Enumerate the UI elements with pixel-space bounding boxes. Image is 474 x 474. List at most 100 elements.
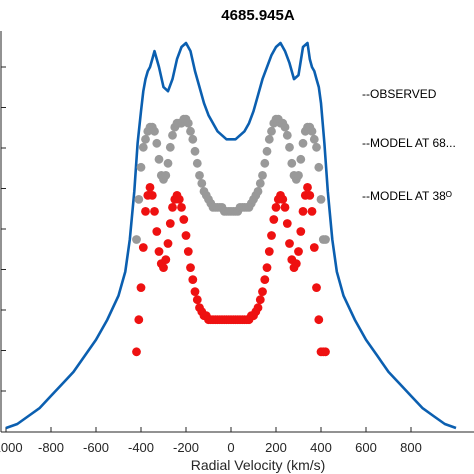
data-point	[278, 195, 288, 204]
data-point	[179, 215, 189, 224]
data-point	[161, 255, 171, 264]
data-point	[309, 243, 319, 252]
data-point	[152, 138, 162, 148]
x-tick-label: 0	[227, 440, 234, 455]
data-point	[161, 171, 171, 180]
x-tick-label: -800	[38, 440, 64, 455]
x-tick-label: 800	[400, 440, 422, 455]
data-point	[132, 235, 141, 244]
data-point	[262, 263, 272, 272]
series-annotation: --MODEL AT 68...	[362, 136, 456, 150]
data-point	[136, 162, 146, 172]
data-point	[312, 142, 321, 152]
data-point	[154, 154, 164, 164]
data-point	[186, 126, 195, 136]
data-point	[294, 171, 303, 180]
data-point	[264, 134, 274, 144]
data-point	[305, 191, 315, 200]
data-point	[316, 195, 326, 204]
data-point	[147, 191, 157, 200]
x-tick-label: -400	[128, 440, 154, 455]
data-point	[168, 130, 177, 140]
data-point	[136, 283, 146, 292]
data-point	[269, 215, 279, 224]
x-tick-label: 200	[265, 440, 287, 455]
data-point	[280, 203, 290, 212]
annotation-layer: --OBSERVED --MODEL AT 68... --MODEL AT 38ᴼ	[362, 87, 456, 203]
data-point	[138, 142, 148, 152]
x-tick-label: -200	[173, 440, 199, 455]
data-point	[134, 195, 144, 204]
data-point	[271, 203, 281, 212]
data-point	[150, 126, 159, 136]
data-point	[258, 287, 267, 296]
x-axis-ticks: -1000 -800 -600 -400 -200 0 200 400 600 800	[0, 427, 422, 455]
data-point	[163, 158, 173, 168]
series-markers	[132, 114, 330, 244]
series-line-observed	[5, 41, 457, 430]
data-point	[154, 247, 164, 256]
data-point	[321, 235, 330, 244]
data-point	[197, 179, 207, 188]
data-point	[159, 263, 168, 272]
data-point	[255, 295, 265, 305]
x-tick-label: 400	[310, 440, 332, 455]
data-point	[138, 243, 148, 252]
data-point	[186, 263, 195, 272]
data-point	[132, 347, 141, 357]
data-point	[188, 275, 198, 284]
data-point	[134, 315, 144, 325]
data-point	[190, 287, 200, 296]
x-tick-label: 600	[355, 440, 377, 455]
data-point	[291, 259, 301, 268]
data-point	[298, 207, 308, 216]
data-point	[280, 122, 290, 132]
data-point	[192, 295, 202, 305]
data-point	[296, 154, 306, 164]
data-point	[188, 134, 198, 144]
data-point	[150, 207, 159, 216]
x-tick-label: -600	[83, 440, 109, 455]
series-annotation: --OBSERVED	[362, 87, 437, 101]
y-axis-ticks	[1, 66, 6, 392]
data-point	[303, 183, 312, 192]
data-point	[267, 231, 276, 240]
data-point	[287, 158, 297, 168]
data-point	[285, 142, 294, 152]
data-point	[181, 231, 191, 240]
series-annotation: --MODEL AT 38ᴼ	[362, 189, 452, 203]
data-point	[174, 195, 184, 204]
data-point	[262, 146, 272, 156]
data-point	[260, 158, 270, 168]
data-point	[260, 275, 270, 284]
x-tick-label: -1000	[0, 440, 23, 455]
data-point	[294, 247, 303, 256]
data-point	[165, 219, 175, 228]
data-point	[183, 247, 193, 256]
data-point	[314, 315, 324, 325]
data-point	[195, 171, 204, 180]
data-point	[298, 138, 308, 148]
series-layer	[5, 41, 457, 430]
data-point	[307, 126, 317, 136]
data-point	[282, 219, 292, 228]
data-point	[307, 207, 317, 216]
data-point	[145, 183, 155, 192]
data-point	[285, 239, 294, 248]
data-point	[152, 227, 162, 236]
data-point	[296, 227, 306, 236]
data-point	[141, 134, 150, 144]
data-point	[253, 303, 263, 313]
data-point	[312, 283, 321, 292]
data-point	[255, 179, 265, 188]
chart-title: 4685.945A	[221, 7, 295, 24]
data-point	[258, 171, 267, 180]
data-point	[267, 126, 276, 136]
data-point	[177, 203, 186, 212]
data-point	[282, 130, 292, 140]
data-point	[183, 118, 193, 128]
data-point	[253, 187, 263, 196]
series-markers	[132, 183, 330, 357]
data-point	[165, 142, 175, 152]
